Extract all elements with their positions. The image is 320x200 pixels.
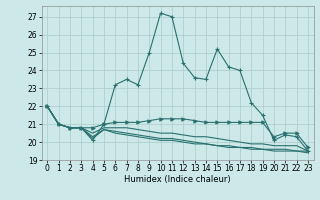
X-axis label: Humidex (Indice chaleur): Humidex (Indice chaleur) — [124, 175, 231, 184]
